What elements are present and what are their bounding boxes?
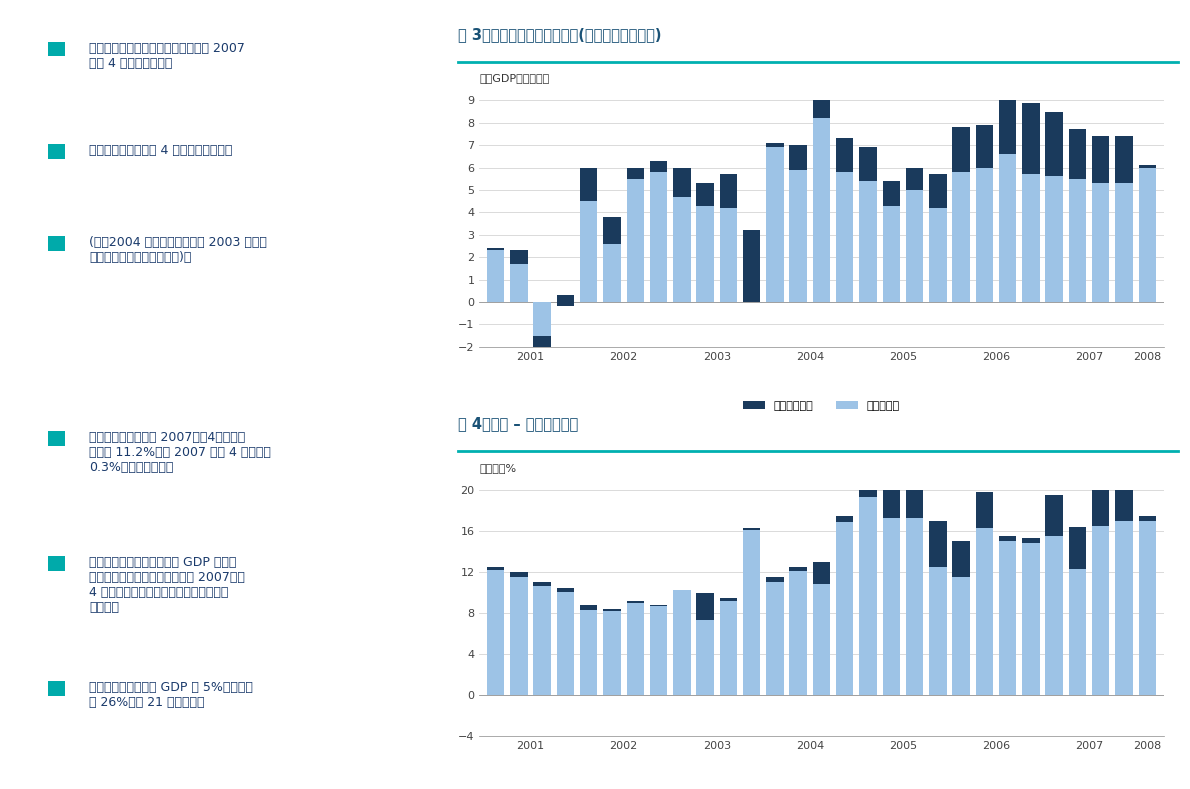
Text: 同比变化%: 同比变化% <box>480 462 516 473</box>
Text: 图 4：中国 – 净出口贡献率: 图 4：中国 – 净出口贡献率 <box>457 417 578 432</box>
Bar <box>49 42 64 56</box>
Bar <box>49 681 64 696</box>
Text: 随着净出口的贡献降低，经济增长在 2007
年第 4 季度稍为放缓。: 随着净出口的贡献降低，经济增长在 2007 年第 4 季度稍为放缓。 <box>89 42 245 69</box>
Text: 净出口只占中国名义 GDP 的 5%，比上年
的 26%下降 21 个百分点。: 净出口只占中国名义 GDP 的 5%，比上年 的 26%下降 21 个百分点。 <box>89 681 253 709</box>
Bar <box>49 432 64 446</box>
Text: 中国经济增长速度在 2007年第4季度同比
放缓到 11.2%，比 2007 年第 4 季度下降
0.3%，比预期略低。: 中国经济增长速度在 2007年第4季度同比 放缓到 11.2%，比 2007 年… <box>89 432 271 474</box>
Bar <box>49 237 64 251</box>
Text: (注：2004 年上半年数字因为 2003 年非典
爆发引起的低基数而被夸大)。: (注：2004 年上半年数字因为 2003 年非典 爆发引起的低基数而被夸大)。 <box>89 237 268 264</box>
Text: 实际GDP同比增长率: 实际GDP同比增长率 <box>480 73 550 83</box>
Text: 中国没有公布按开支划分的 GDP 季度数
据。然而，月度数据表明消费在 2007年第
4 季度持续上升，同时，固定资产投资有
所下降。: 中国没有公布按开支划分的 GDP 季度数 据。然而，月度数据表明消费在 2007… <box>89 556 245 615</box>
Bar <box>49 556 64 571</box>
Text: 然而，内需达到了近 4 年来的最快速度。: 然而，内需达到了近 4 年来的最快速度。 <box>89 144 233 158</box>
Bar <box>49 144 64 159</box>
Text: 图 3：亚洲净出口和国内需求(不包括中国和印度): 图 3：亚洲净出口和国内需求(不包括中国和印度) <box>457 27 660 42</box>
